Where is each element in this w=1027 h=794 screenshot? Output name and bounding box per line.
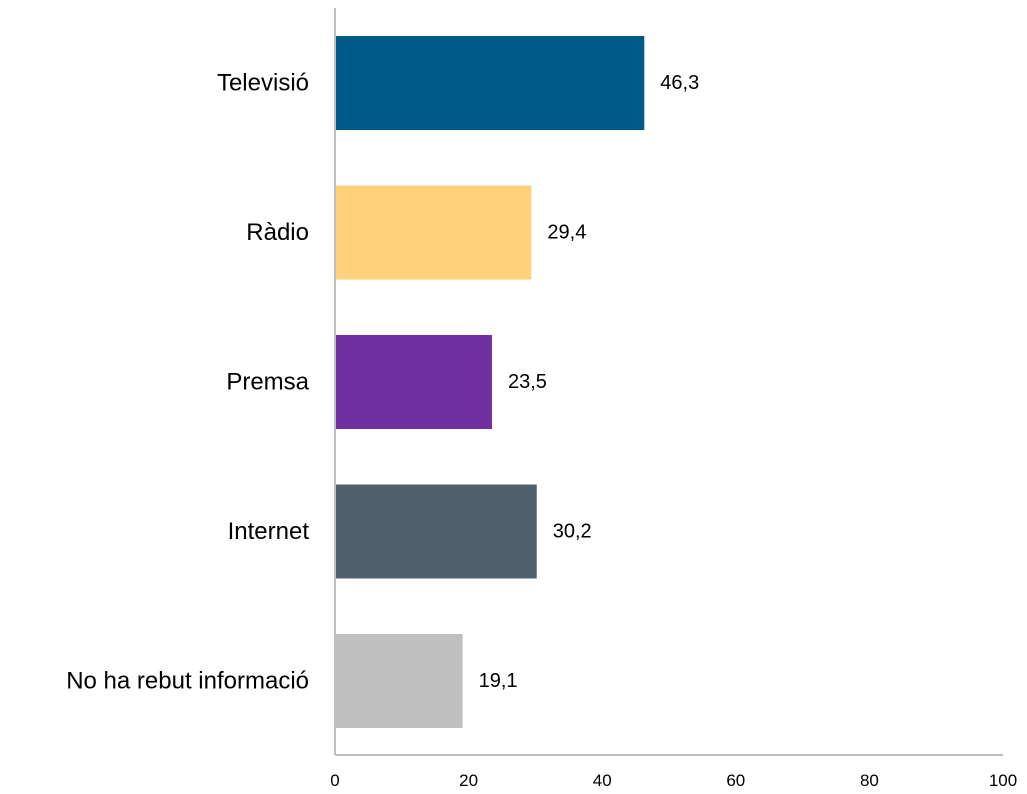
x-tick-label: 40 — [593, 771, 612, 790]
data-label: 19,1 — [479, 670, 518, 692]
data-label: 46,3 — [660, 72, 699, 94]
data-label: 30,2 — [553, 521, 592, 543]
x-tick-label: 100 — [989, 771, 1017, 790]
category-label: Premsa — [226, 369, 309, 396]
bar — [336, 484, 537, 579]
bar — [336, 36, 645, 130]
data-label: 29,4 — [547, 222, 586, 244]
bars — [336, 36, 645, 728]
bar — [336, 634, 463, 728]
category-labels: Televisió Ràdio Premsa Internet No ha rebut … — [66, 70, 309, 695]
value-labels: 46,3 29,4 23,5 30,2 19,1 — [479, 72, 700, 692]
bar — [336, 185, 532, 280]
category-label: No ha rebut informació — [66, 668, 309, 695]
x-tick-label: 0 — [330, 771, 339, 790]
data-label: 23,5 — [508, 371, 547, 393]
x-tick-labels: 0 20 40 60 80 100 — [330, 771, 1017, 790]
category-label: Televisió — [217, 70, 309, 97]
bar — [336, 335, 492, 429]
category-label: Ràdio — [246, 219, 309, 246]
category-label: Internet — [228, 518, 310, 545]
x-tick-label: 80 — [860, 771, 879, 790]
x-tick-label: 20 — [459, 771, 478, 790]
x-tick-label: 60 — [726, 771, 745, 790]
